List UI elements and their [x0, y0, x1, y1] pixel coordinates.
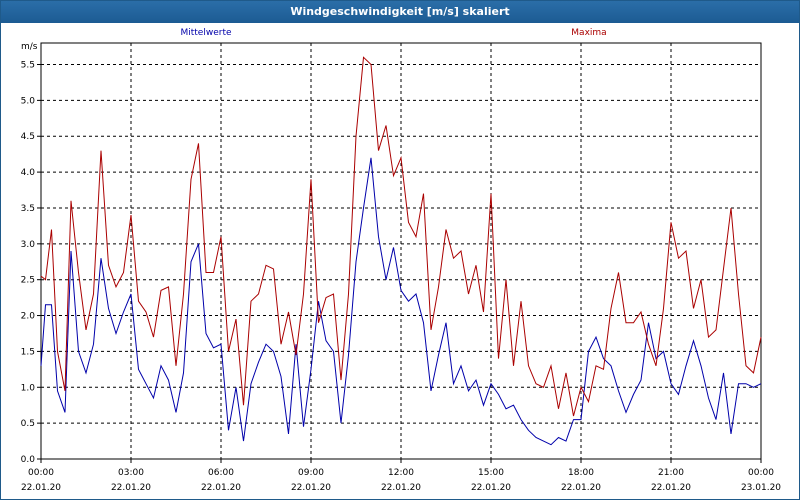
x-tick-date: 22.01.20 — [651, 483, 691, 493]
x-tick-time: 12:00 — [388, 468, 414, 478]
y-axis-label: m/s — [21, 42, 38, 52]
x-tick-date: 23.01.20 — [741, 483, 781, 493]
x-tick-date: 22.01.20 — [111, 483, 151, 493]
plot-area — [40, 42, 762, 460]
series-line-mittelwerte — [40, 157, 762, 446]
y-tick-label: 0.0 — [21, 455, 36, 465]
x-axis: 00:00 22.01.20 03:00 22.01.20 06:00 22.01.20 0… — [21, 459, 781, 493]
x-tick-time: 00:00 — [748, 468, 774, 478]
y-axis: 0.0 0.5 1.0 1.5 2.0 2.5 3.0 3.5 4.0 4.5 5.0 5.5 — [21, 61, 41, 465]
series-line-maxima — [40, 56, 762, 417]
y-tick-label: 1.0 — [21, 383, 36, 393]
grid — [41, 43, 761, 459]
x-tick-time: 03:00 — [118, 468, 144, 478]
y-tick-label: 0.5 — [21, 419, 35, 429]
y-tick-label: 1.5 — [21, 347, 35, 357]
x-tick-time: 15:00 — [478, 468, 504, 478]
x-tick-date: 22.01.20 — [471, 483, 511, 493]
x-tick-time: 06:00 — [208, 468, 234, 478]
y-tick-label: 2.0 — [21, 312, 36, 322]
y-tick-label: 5.5 — [21, 61, 35, 71]
x-tick-time: 09:00 — [298, 468, 324, 478]
x-tick-date: 22.01.20 — [561, 483, 601, 493]
y-tick-label: 5.0 — [21, 96, 36, 106]
series-lines — [40, 56, 762, 446]
y-tick-label: 4.5 — [21, 132, 35, 142]
x-tick-time: 21:00 — [658, 468, 684, 478]
y-tick-label: 3.0 — [21, 240, 36, 250]
x-tick-time: 00:00 — [28, 468, 54, 478]
y-tick-label: 2.5 — [21, 276, 35, 286]
x-tick-time: 18:00 — [568, 468, 594, 478]
chart-canvas: 0.0 0.5 1.0 1.5 2.0 2.5 3.0 3.5 4.0 4.5 5.0 5.5 00:… — [21, 28, 782, 493]
x-tick-date: 22.01.20 — [381, 483, 421, 493]
x-tick-date: 22.01.20 — [291, 483, 331, 493]
x-tick-date: 22.01.20 — [201, 483, 241, 493]
y-tick-label: 3.5 — [21, 204, 35, 214]
legend-mittelwerte: Mittelwerte — [180, 28, 231, 38]
x-tick-date: 22.01.20 — [21, 483, 61, 493]
legend-maxima: Maxima — [571, 28, 606, 38]
window-title: Windgeschwindigkeit [m/s] skaliert — [1, 1, 799, 23]
y-tick-label: 4.0 — [21, 168, 36, 178]
